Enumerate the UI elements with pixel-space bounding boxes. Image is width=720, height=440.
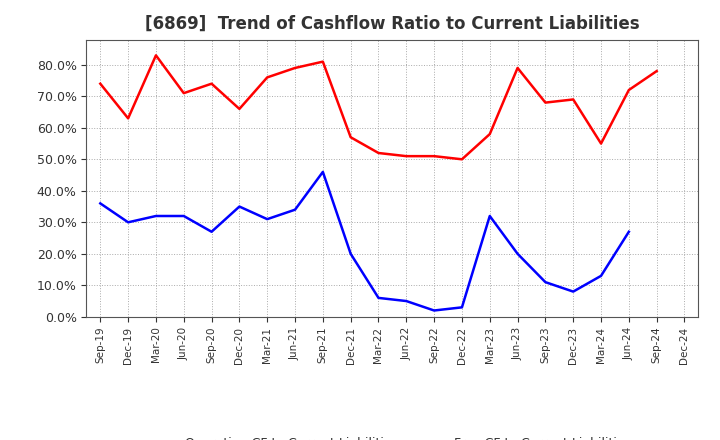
Operating CF to Current Liabilities <box>96 81 104 86</box>
Operating CF to Current Liabilities <box>458 157 467 162</box>
Free CF to Current Liabilities <box>541 279 550 285</box>
Operating CF to Current Liabilities <box>513 65 522 70</box>
Free CF to Current Liabilities <box>513 251 522 257</box>
Free CF to Current Liabilities <box>96 201 104 206</box>
Free CF to Current Liabilities <box>263 216 271 222</box>
Free CF to Current Liabilities <box>430 308 438 313</box>
Operating CF to Current Liabilities <box>124 116 132 121</box>
Operating CF to Current Liabilities <box>235 106 243 111</box>
Free CF to Current Liabilities <box>597 273 606 279</box>
Line: Operating CF to Current Liabilities: Operating CF to Current Liabilities <box>100 55 657 159</box>
Free CF to Current Liabilities <box>124 220 132 225</box>
Operating CF to Current Liabilities <box>430 154 438 159</box>
Operating CF to Current Liabilities <box>152 53 161 58</box>
Free CF to Current Liabilities <box>569 289 577 294</box>
Free CF to Current Liabilities <box>374 295 383 301</box>
Free CF to Current Liabilities <box>318 169 327 175</box>
Operating CF to Current Liabilities <box>291 65 300 70</box>
Operating CF to Current Liabilities <box>624 88 633 93</box>
Free CF to Current Liabilities <box>207 229 216 235</box>
Operating CF to Current Liabilities <box>179 91 188 96</box>
Free CF to Current Liabilities <box>485 213 494 219</box>
Free CF to Current Liabilities <box>346 251 355 257</box>
Line: Free CF to Current Liabilities: Free CF to Current Liabilities <box>100 172 629 311</box>
Free CF to Current Liabilities <box>291 207 300 213</box>
Free CF to Current Liabilities <box>179 213 188 219</box>
Legend: Operating CF to Current Liabilities, Free CF to Current Liabilities: Operating CF to Current Liabilities, Fre… <box>148 432 636 440</box>
Operating CF to Current Liabilities <box>485 132 494 137</box>
Operating CF to Current Liabilities <box>597 141 606 146</box>
Operating CF to Current Liabilities <box>346 135 355 140</box>
Operating CF to Current Liabilities <box>207 81 216 86</box>
Title: [6869]  Trend of Cashflow Ratio to Current Liabilities: [6869] Trend of Cashflow Ratio to Curren… <box>145 15 639 33</box>
Operating CF to Current Liabilities <box>569 97 577 102</box>
Operating CF to Current Liabilities <box>402 154 410 159</box>
Free CF to Current Liabilities <box>402 298 410 304</box>
Operating CF to Current Liabilities <box>541 100 550 105</box>
Free CF to Current Liabilities <box>152 213 161 219</box>
Operating CF to Current Liabilities <box>652 69 661 74</box>
Operating CF to Current Liabilities <box>263 75 271 80</box>
Operating CF to Current Liabilities <box>318 59 327 64</box>
Free CF to Current Liabilities <box>624 229 633 235</box>
Free CF to Current Liabilities <box>235 204 243 209</box>
Operating CF to Current Liabilities <box>374 150 383 156</box>
Free CF to Current Liabilities <box>458 305 467 310</box>
